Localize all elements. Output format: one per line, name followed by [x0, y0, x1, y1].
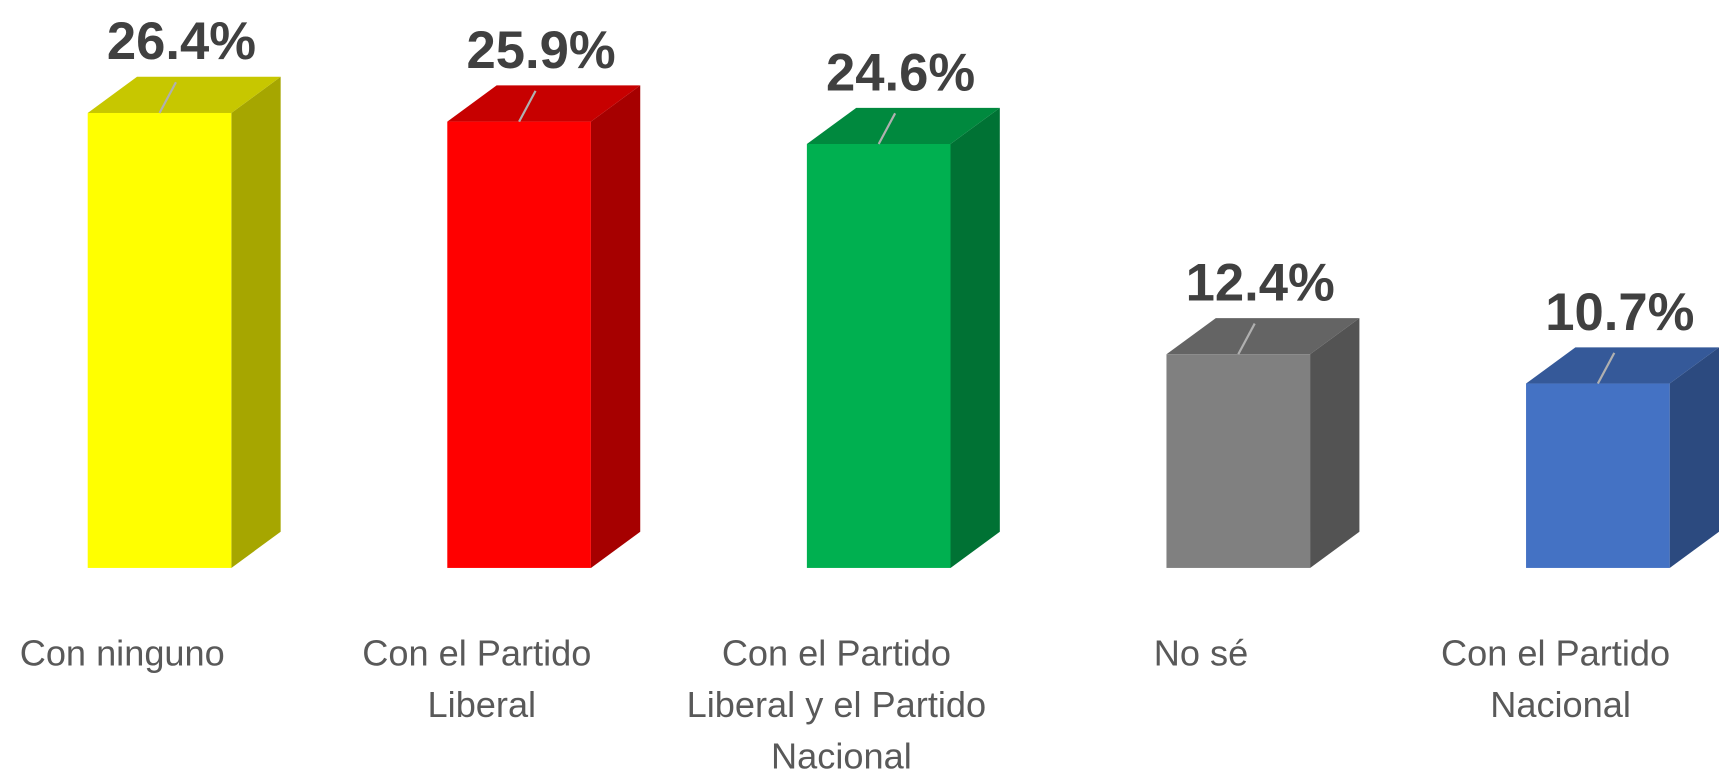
- value-label: 10.7%: [1545, 283, 1694, 342]
- bar-side: [231, 76, 281, 568]
- bar-front: [1526, 383, 1670, 568]
- bar-front: [806, 143, 951, 568]
- bar-front: [447, 121, 591, 568]
- category-line: Nacional: [771, 736, 912, 773]
- category-line: Con ninguno: [20, 633, 225, 674]
- value-label: 26.4%: [107, 12, 256, 71]
- category-label: Con el Partido Nacional: [1441, 633, 1680, 726]
- leader-line: [158, 81, 177, 114]
- bar-top: [87, 76, 281, 113]
- bar: [1166, 318, 1360, 568]
- bar: [447, 85, 641, 568]
- category-line: Liberal: [428, 684, 537, 725]
- leader-line: [518, 90, 537, 123]
- bar-side: [590, 85, 641, 568]
- bar-top: [447, 85, 641, 122]
- bar-side: [1669, 347, 1719, 568]
- category-line: Con el Partido: [362, 633, 601, 674]
- category-line: No sé: [1154, 633, 1248, 674]
- leader-line: [877, 112, 897, 145]
- category-line: Con el Partido: [1441, 633, 1680, 674]
- category-line: Liberal y el Partido: [687, 684, 996, 725]
- bar-top: [806, 107, 1000, 144]
- category-line: Nacional: [1490, 684, 1631, 725]
- category-label: No sé: [1154, 633, 1248, 674]
- category-label: Con el Partido Liberal: [362, 633, 601, 726]
- bar-side: [1310, 318, 1360, 568]
- category-line: Con el Partido: [722, 633, 961, 674]
- category-label: Con el Partido Liberal y el Partido Naci…: [687, 633, 996, 773]
- bar: [87, 76, 281, 568]
- value-label: 12.4%: [1186, 254, 1335, 313]
- bar-front: [87, 112, 232, 568]
- bar-top: [1526, 347, 1719, 384]
- bar-front: [1166, 354, 1311, 568]
- leader-line: [1237, 323, 1256, 355]
- category-label: Con ninguno: [20, 633, 225, 674]
- value-label: 24.6%: [826, 43, 975, 102]
- bar-top: [1166, 318, 1360, 355]
- value-label: 25.9%: [466, 21, 615, 80]
- leader-line: [1596, 352, 1616, 385]
- bar: [1526, 347, 1719, 568]
- bar-side: [950, 107, 1000, 568]
- bar: [806, 107, 1000, 568]
